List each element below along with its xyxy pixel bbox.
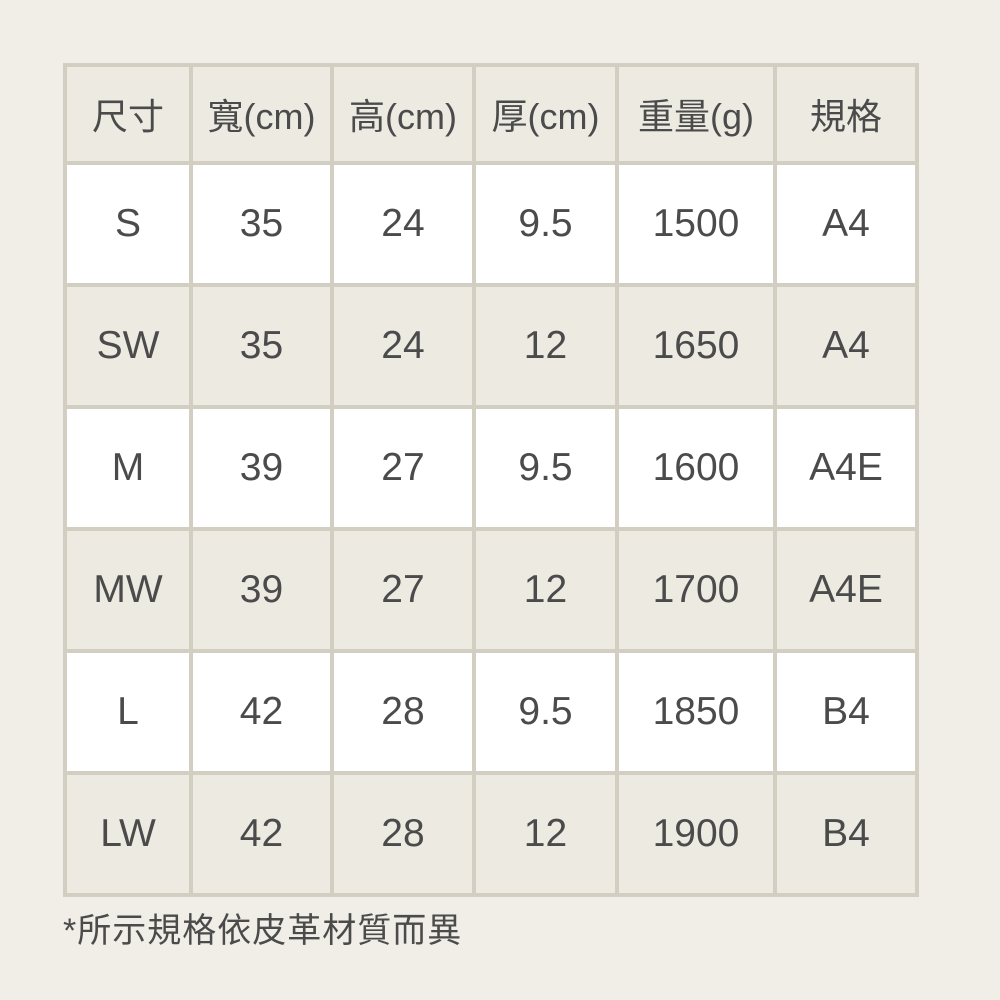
cell-thickness: 12 <box>472 283 619 409</box>
table-row-m: M 39 27 9.5 1600 A4E <box>63 405 919 531</box>
cell-height: 24 <box>330 283 476 409</box>
cell-thickness: 9.5 <box>472 161 619 287</box>
cell-thickness: 12 <box>472 771 619 897</box>
cell-spec: A4 <box>773 283 919 409</box>
cell-thickness: 12 <box>472 527 619 653</box>
table-row-s: S 35 24 9.5 1500 A4 <box>63 161 919 287</box>
cell-thickness: 9.5 <box>472 405 619 531</box>
cell-weight: 1850 <box>615 649 777 775</box>
column-header-thickness: 厚(cm) <box>472 63 619 165</box>
table-row-mw: MW 39 27 12 1700 A4E <box>63 527 919 653</box>
cell-size: S <box>63 161 193 287</box>
cell-weight: 1500 <box>615 161 777 287</box>
size-spec-table: 尺寸 寬(cm) 高(cm) 厚(cm) 重量(g) 規格 S 35 24 9.… <box>63 63 919 897</box>
cell-size: LW <box>63 771 193 897</box>
cell-weight: 1900 <box>615 771 777 897</box>
cell-height: 28 <box>330 649 476 775</box>
cell-weight: 1650 <box>615 283 777 409</box>
cell-width: 35 <box>189 161 334 287</box>
cell-height: 24 <box>330 161 476 287</box>
table-row-sw: SW 35 24 12 1650 A4 <box>63 283 919 409</box>
cell-spec: B4 <box>773 771 919 897</box>
cell-size: M <box>63 405 193 531</box>
cell-spec: A4 <box>773 161 919 287</box>
cell-height: 28 <box>330 771 476 897</box>
cell-size: L <box>63 649 193 775</box>
cell-width: 39 <box>189 527 334 653</box>
table-row-lw: LW 42 28 12 1900 B4 <box>63 771 919 897</box>
table-row-l: L 42 28 9.5 1850 B4 <box>63 649 919 775</box>
cell-height: 27 <box>330 527 476 653</box>
cell-width: 42 <box>189 771 334 897</box>
cell-thickness: 9.5 <box>472 649 619 775</box>
cell-spec: B4 <box>773 649 919 775</box>
cell-width: 35 <box>189 283 334 409</box>
column-header-height: 高(cm) <box>330 63 476 165</box>
column-header-spec: 規格 <box>773 63 919 165</box>
column-header-weight: 重量(g) <box>615 63 777 165</box>
cell-height: 27 <box>330 405 476 531</box>
cell-size: MW <box>63 527 193 653</box>
cell-width: 39 <box>189 405 334 531</box>
cell-weight: 1700 <box>615 527 777 653</box>
column-header-size: 尺寸 <box>63 63 193 165</box>
cell-spec: A4E <box>773 405 919 531</box>
cell-size: SW <box>63 283 193 409</box>
spec-disclaimer-footnote: *所示規格依皮革材質而異 <box>63 912 463 950</box>
column-header-width: 寬(cm) <box>189 63 334 165</box>
cell-spec: A4E <box>773 527 919 653</box>
table-header-row: 尺寸 寬(cm) 高(cm) 厚(cm) 重量(g) 規格 <box>63 63 919 165</box>
cell-weight: 1600 <box>615 405 777 531</box>
cell-width: 42 <box>189 649 334 775</box>
